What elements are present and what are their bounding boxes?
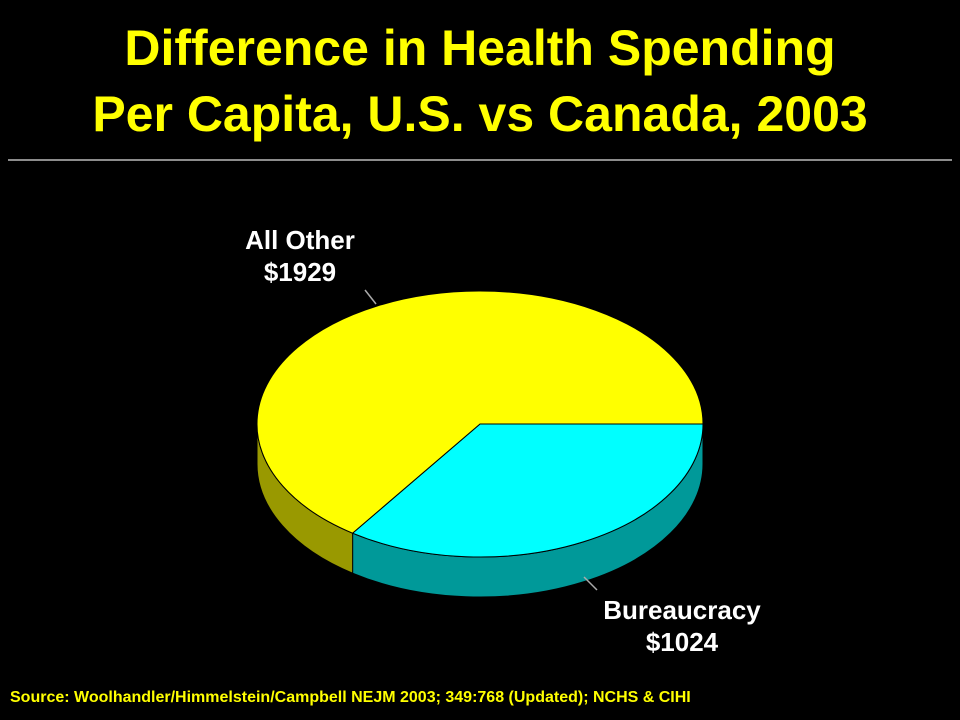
value-label: $1024	[646, 627, 719, 657]
leader-line	[583, 576, 598, 591]
source-note: Source: Woolhandler/Himmelstein/Campbell…	[10, 689, 691, 706]
pie-slice	[351, 423, 704, 558]
leader-line	[364, 289, 377, 305]
chart-title: Per Capita, U.S. vs Canada, 2003	[92, 86, 867, 142]
slice-label: Bureaucracy	[603, 595, 761, 625]
value-label: $1929	[264, 257, 336, 287]
pie-slice	[256, 290, 704, 534]
chart-title: Difference in Health Spending	[124, 20, 835, 76]
slice-label: All Other	[245, 225, 355, 255]
